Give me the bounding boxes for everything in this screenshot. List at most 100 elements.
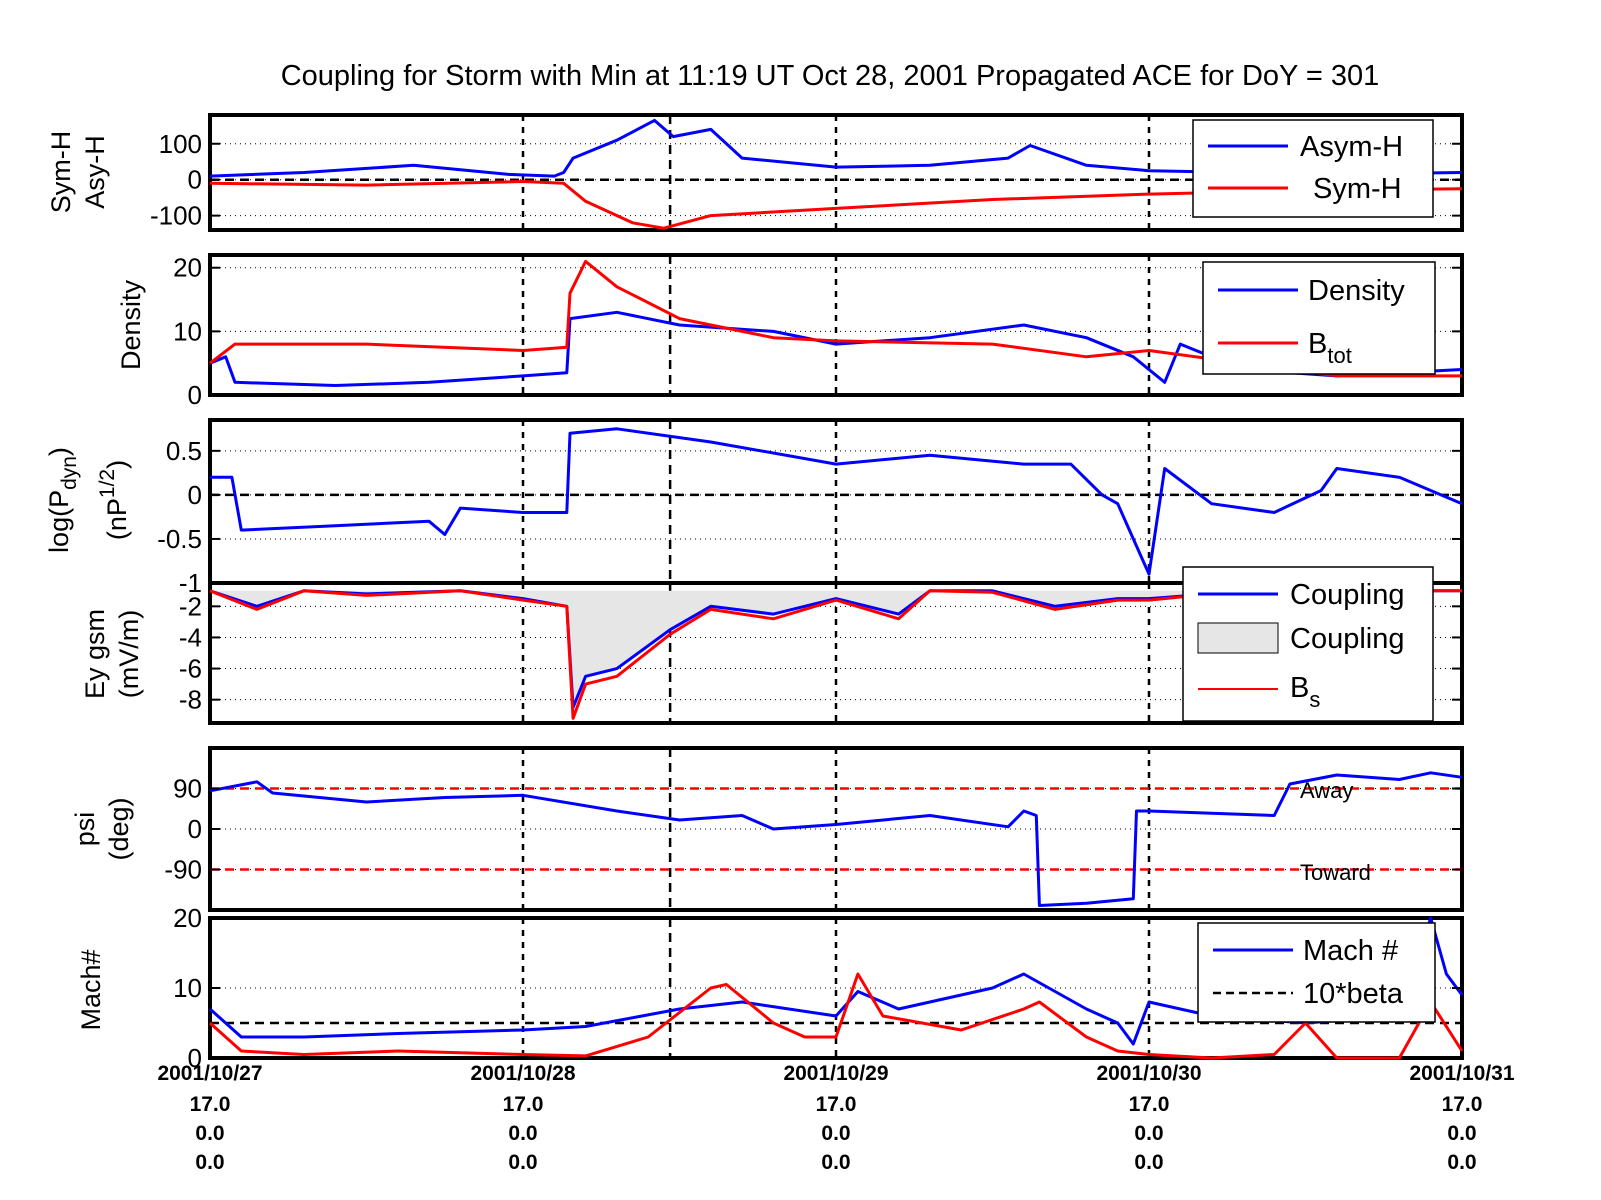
y-tick-label: 10 — [173, 316, 202, 346]
panel-mach-grid — [210, 917, 1462, 1059]
legend-label-coupling-fill: Coupling — [1290, 623, 1404, 655]
y-tick-label: 100 — [159, 129, 202, 159]
panel-pdyn-plot — [210, 427, 1463, 576]
x-tick-label: 0.0 — [1447, 1151, 1476, 1174]
panel-mach-yticks: 20 10 0 — [173, 903, 1462, 1073]
pdyn-ylabel-close: ) — [44, 447, 74, 456]
pdyn-unit-close: ) — [102, 460, 132, 469]
panel-symh: 100 0 -100 Sym-H Asy-H Asym-H Sym-H — [46, 113, 1464, 232]
x-tick-label: 0.0 — [821, 1151, 850, 1174]
pdyn-unit-main: (nP — [102, 498, 132, 540]
series-line-psi — [209, 771, 1463, 907]
panel-density: 20 10 0 Density Density Btot — [116, 253, 1464, 410]
series-line-density — [209, 310, 1463, 387]
y-tick-label: -6 — [179, 654, 202, 684]
panel-pdyn: 0.5 0 -0.5 -1 log(Pdyn) (nP1/2) — [44, 418, 1464, 598]
x-tick-label: 0.0 — [195, 1151, 224, 1174]
legend-label-beta: 10*beta — [1303, 978, 1404, 1010]
x-tick-label: 2001/10/30 — [1096, 1062, 1201, 1085]
x-tick-label: 0.0 — [821, 1122, 850, 1145]
pdyn-ylabel-sub: dyn — [58, 456, 81, 490]
series-line-asymm-h — [209, 118, 1463, 178]
x-tick-label: 0.0 — [1447, 1122, 1476, 1145]
panel-pdyn-ylabel-1: log(Pdyn) — [44, 447, 81, 553]
series-line-btot — [209, 259, 1462, 378]
legend-label-mach: Mach # — [1303, 935, 1398, 967]
panel-psi-yticks: 90 0 -90 — [164, 774, 1462, 885]
y-tick-label: 20 — [173, 903, 202, 933]
panel-mach: 20 10 0 Mach# Mach # 10*beta — [76, 903, 1464, 1073]
legend-label-density: Density — [1308, 275, 1405, 307]
legend-box — [1197, 922, 1436, 1023]
legend-patch-coupling-fill — [1197, 622, 1279, 654]
panel-symh-plot — [209, 118, 1463, 230]
panel-ey-ylabel-2: (mV/m) — [114, 610, 144, 698]
y-tick-label: 10 — [173, 973, 202, 1003]
series-line-log-pdyn- — [210, 427, 1463, 576]
x-tick-label: 17.0 — [190, 1093, 231, 1116]
panel-psi-grid — [210, 748, 1462, 910]
panel-psi-plot — [209, 771, 1463, 907]
panel-ey: -2-4-6-8 Ey gsm (mV/m) Coupling Coupling… — [80, 566, 1464, 725]
legend-box — [1192, 119, 1434, 218]
panel-density-legend: Density Btot — [1202, 261, 1436, 375]
legend-label-btot: Btot — [1308, 328, 1352, 368]
x-tick-label: 17.0 — [1442, 1093, 1483, 1116]
y-tick-label: -2 — [179, 591, 202, 621]
panel-density-grid — [210, 255, 1462, 396]
y-tick-label: 0 — [188, 380, 202, 410]
legend-box — [1202, 261, 1436, 375]
legend-label-btot-sub: tot — [1327, 343, 1351, 368]
x-tick-label: 0.0 — [1134, 1122, 1163, 1145]
x-tick-label: 0.0 — [508, 1122, 537, 1145]
figure-title: Coupling for Storm with Min at 11:19 UT … — [281, 60, 1380, 92]
series-line-10-beta — [208, 972, 1464, 1060]
x-tick-label: 2001/10/27 — [157, 1062, 262, 1085]
panel-ey-yticks: -2-4-6-8 — [179, 591, 1462, 715]
x-tick-label: 0.0 — [195, 1122, 224, 1145]
x-tick-label: 17.0 — [503, 1093, 544, 1116]
series-line-sym-h — [209, 180, 1463, 230]
y-tick-label: -100 — [150, 201, 202, 231]
y-tick-label: 0.5 — [166, 436, 202, 466]
panel-density-ylabel: Density — [116, 279, 146, 370]
panel-symh-yticks: 100 0 -100 — [150, 129, 1462, 231]
x-tick-label: 2001/10/29 — [783, 1062, 888, 1085]
y-tick-label: -1 — [179, 568, 202, 598]
x-tick-label: 17.0 — [816, 1093, 857, 1116]
y-tick-label: -8 — [179, 685, 202, 715]
panel-density-plot — [209, 259, 1463, 387]
pdyn-unit-sup: 1/2 — [96, 469, 119, 498]
y-tick-label: 90 — [173, 774, 202, 804]
annotation-toward: Toward — [1300, 860, 1371, 885]
x-tick-labels: 2001/10/27 2001/10/28 2001/10/29 2001/10/30… — [157, 1062, 1514, 1174]
y-tick-label: 20 — [173, 253, 202, 283]
y-tick-label: 0 — [188, 1043, 202, 1073]
legend-label-symh: Sym-H — [1313, 173, 1402, 205]
panel-mach-ylabel: Mach# — [76, 949, 106, 1030]
panel-psi-ylabel-1: psi — [70, 812, 100, 847]
panel-symh-ylabel-1: Sym-H — [46, 131, 76, 214]
panel-pdyn-ylabel-2: (nP1/2) — [96, 460, 132, 540]
panel-density-yticks: 20 10 0 — [173, 253, 1462, 410]
panel-symh-legend: Asym-H Sym-H — [1192, 119, 1434, 218]
y-tick-label: 0 — [188, 165, 202, 195]
x-tick-label: 0.0 — [1134, 1151, 1163, 1174]
series-line-bs — [209, 589, 1462, 720]
panel-symh-ylabel-2: Asy-H — [80, 135, 110, 209]
legend-label-btot-main: B — [1308, 328, 1327, 360]
x-tick-label: 17.0 — [1129, 1093, 1170, 1116]
panel-psi-ylabel-2: (deg) — [104, 797, 134, 860]
panel-pdyn-yticks: 0.5 0 -0.5 -1 — [157, 436, 1462, 598]
y-tick-label: -0.5 — [157, 524, 202, 554]
legend-label-bs-main: B — [1290, 672, 1309, 704]
y-tick-label: -4 — [179, 622, 202, 652]
panel-ey-legend: Coupling Coupling Bs — [1182, 566, 1434, 722]
panel-ey-plot — [209, 589, 1462, 720]
pdyn-ylabel-main: log(P — [44, 490, 74, 553]
x-tick-label: 2001/10/28 — [470, 1062, 575, 1085]
legend-label-bs: Bs — [1290, 672, 1320, 712]
legend-label-bs-sub: s — [1309, 687, 1320, 712]
y-tick-label: -90 — [164, 855, 202, 885]
